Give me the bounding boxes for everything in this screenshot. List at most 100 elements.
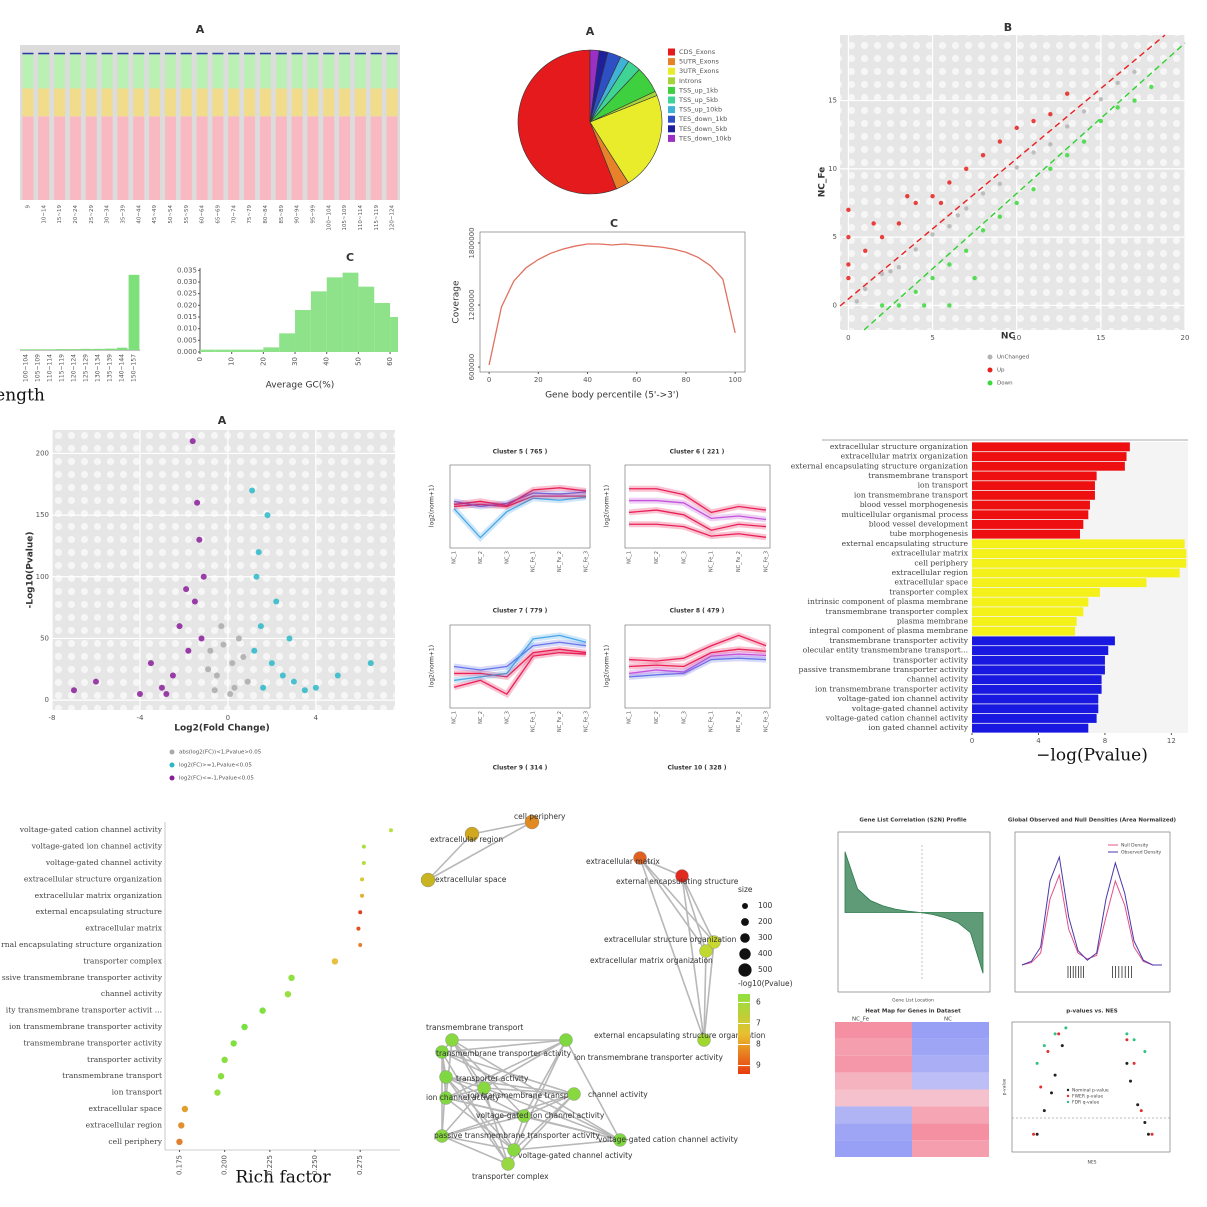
legend-size-marker bbox=[740, 933, 750, 943]
bar-segment bbox=[244, 54, 256, 89]
y-axis-label: log2(norm+1) bbox=[604, 485, 611, 527]
point bbox=[1098, 118, 1104, 124]
point bbox=[1136, 1103, 1140, 1107]
point bbox=[913, 200, 918, 206]
point bbox=[264, 512, 271, 519]
bar-segment bbox=[164, 116, 176, 200]
point bbox=[1031, 187, 1036, 192]
x-tick-label: 20~24 bbox=[73, 205, 79, 224]
network-edge bbox=[483, 1087, 509, 1165]
point bbox=[259, 1007, 266, 1014]
point bbox=[1032, 1132, 1036, 1136]
point bbox=[879, 303, 885, 308]
heatmap-cell bbox=[835, 1089, 912, 1107]
x-tick-label: 110~114 bbox=[47, 354, 54, 382]
bar-segment bbox=[339, 116, 351, 200]
y-tick-label: cell periphery bbox=[914, 558, 968, 567]
legend-label: TES_down_10kb bbox=[678, 134, 731, 142]
legend-label: 7 bbox=[756, 1018, 761, 1027]
network-edge bbox=[441, 1051, 621, 1141]
point bbox=[879, 271, 885, 277]
network-node bbox=[517, 1109, 531, 1123]
y-tick-label: channel activity bbox=[907, 675, 969, 684]
y-tick-label: cell periphery bbox=[108, 1137, 162, 1146]
heatmap-cell bbox=[912, 1089, 989, 1107]
bar-segment bbox=[291, 52, 303, 55]
heatmap-cell bbox=[912, 1022, 989, 1039]
chart-title: C bbox=[346, 251, 354, 264]
legend-label: Up bbox=[997, 368, 1005, 374]
bar bbox=[263, 347, 280, 352]
point bbox=[358, 943, 363, 947]
bar-segment bbox=[196, 88, 208, 117]
series-line bbox=[628, 653, 767, 675]
point bbox=[980, 228, 986, 233]
x-tick-label: 140~144 bbox=[119, 354, 126, 382]
x-tick-label: 0.250 bbox=[311, 1155, 319, 1175]
bar-segment bbox=[212, 52, 224, 55]
bar bbox=[972, 704, 1099, 714]
legend-swatch bbox=[668, 77, 675, 85]
y-tick-label: ion transport bbox=[112, 1088, 162, 1097]
bar-segment bbox=[133, 88, 145, 117]
point bbox=[273, 598, 280, 605]
bar-segment bbox=[180, 116, 192, 200]
point bbox=[863, 248, 868, 253]
y-tick-label: rnal encapsulating structure organizatio… bbox=[1, 940, 162, 949]
x-tick-label: 50~54 bbox=[168, 205, 174, 224]
point bbox=[194, 499, 201, 506]
network-node bbox=[439, 1091, 453, 1105]
x-axis-label: Rich factor bbox=[235, 1168, 331, 1188]
y-tick-label: 0.015 bbox=[177, 313, 197, 321]
x-tick-label: 0 bbox=[196, 357, 204, 361]
y-tick-label: 100 bbox=[36, 573, 49, 581]
bar-segment bbox=[323, 116, 335, 200]
point bbox=[1014, 165, 1019, 170]
network-edge bbox=[523, 1093, 575, 1117]
point bbox=[1143, 1050, 1147, 1054]
bar bbox=[972, 568, 1180, 578]
x-tick-label: 85~89 bbox=[279, 205, 285, 224]
panel-frame bbox=[1014, 831, 1171, 993]
heatmap-cell bbox=[912, 1123, 989, 1141]
bar-segment bbox=[149, 116, 161, 200]
x-axis-label: ength bbox=[0, 386, 45, 406]
bar-segment bbox=[180, 88, 192, 117]
legend-size-marker bbox=[742, 903, 748, 909]
bar bbox=[972, 723, 1089, 733]
network-edge bbox=[441, 1039, 567, 1053]
node-label: ion transmembrane transport bbox=[468, 1091, 579, 1100]
y-tick-label: extracellular region bbox=[86, 1120, 162, 1129]
legend-swatch bbox=[668, 58, 675, 66]
heatmap-cell bbox=[835, 1072, 912, 1090]
x-axis-label: NES bbox=[1087, 1160, 1096, 1166]
chart-title: C bbox=[610, 217, 618, 230]
point bbox=[1035, 1132, 1039, 1136]
point bbox=[183, 586, 190, 593]
x-tick-label: NC_Fe_1 bbox=[531, 711, 537, 732]
network-edge bbox=[523, 1115, 621, 1141]
network-edge bbox=[445, 1039, 567, 1099]
y-axis-label: log2(norm+1) bbox=[429, 485, 436, 527]
series-line bbox=[629, 523, 767, 538]
x-tick-label: NC_Fe_3 bbox=[764, 551, 770, 572]
legend-marker bbox=[987, 367, 993, 373]
series-band bbox=[629, 521, 767, 541]
bar bbox=[972, 636, 1115, 646]
point bbox=[158, 684, 165, 691]
point bbox=[388, 828, 393, 833]
legend-swatch bbox=[668, 106, 675, 114]
x-tick-label: 0.225 bbox=[266, 1155, 274, 1175]
point bbox=[980, 152, 986, 158]
bar-segment bbox=[275, 52, 287, 55]
plot-frame bbox=[449, 624, 591, 709]
bar-segment bbox=[212, 116, 224, 200]
bar-segment bbox=[149, 52, 161, 55]
series-band bbox=[453, 493, 586, 510]
point bbox=[244, 678, 251, 685]
point bbox=[268, 660, 275, 667]
series-line bbox=[628, 657, 767, 678]
y-tick-label: blood vessel development bbox=[869, 519, 968, 528]
bar-segment bbox=[370, 88, 382, 117]
x-tick-label: NC_Fe_1 bbox=[709, 551, 715, 572]
